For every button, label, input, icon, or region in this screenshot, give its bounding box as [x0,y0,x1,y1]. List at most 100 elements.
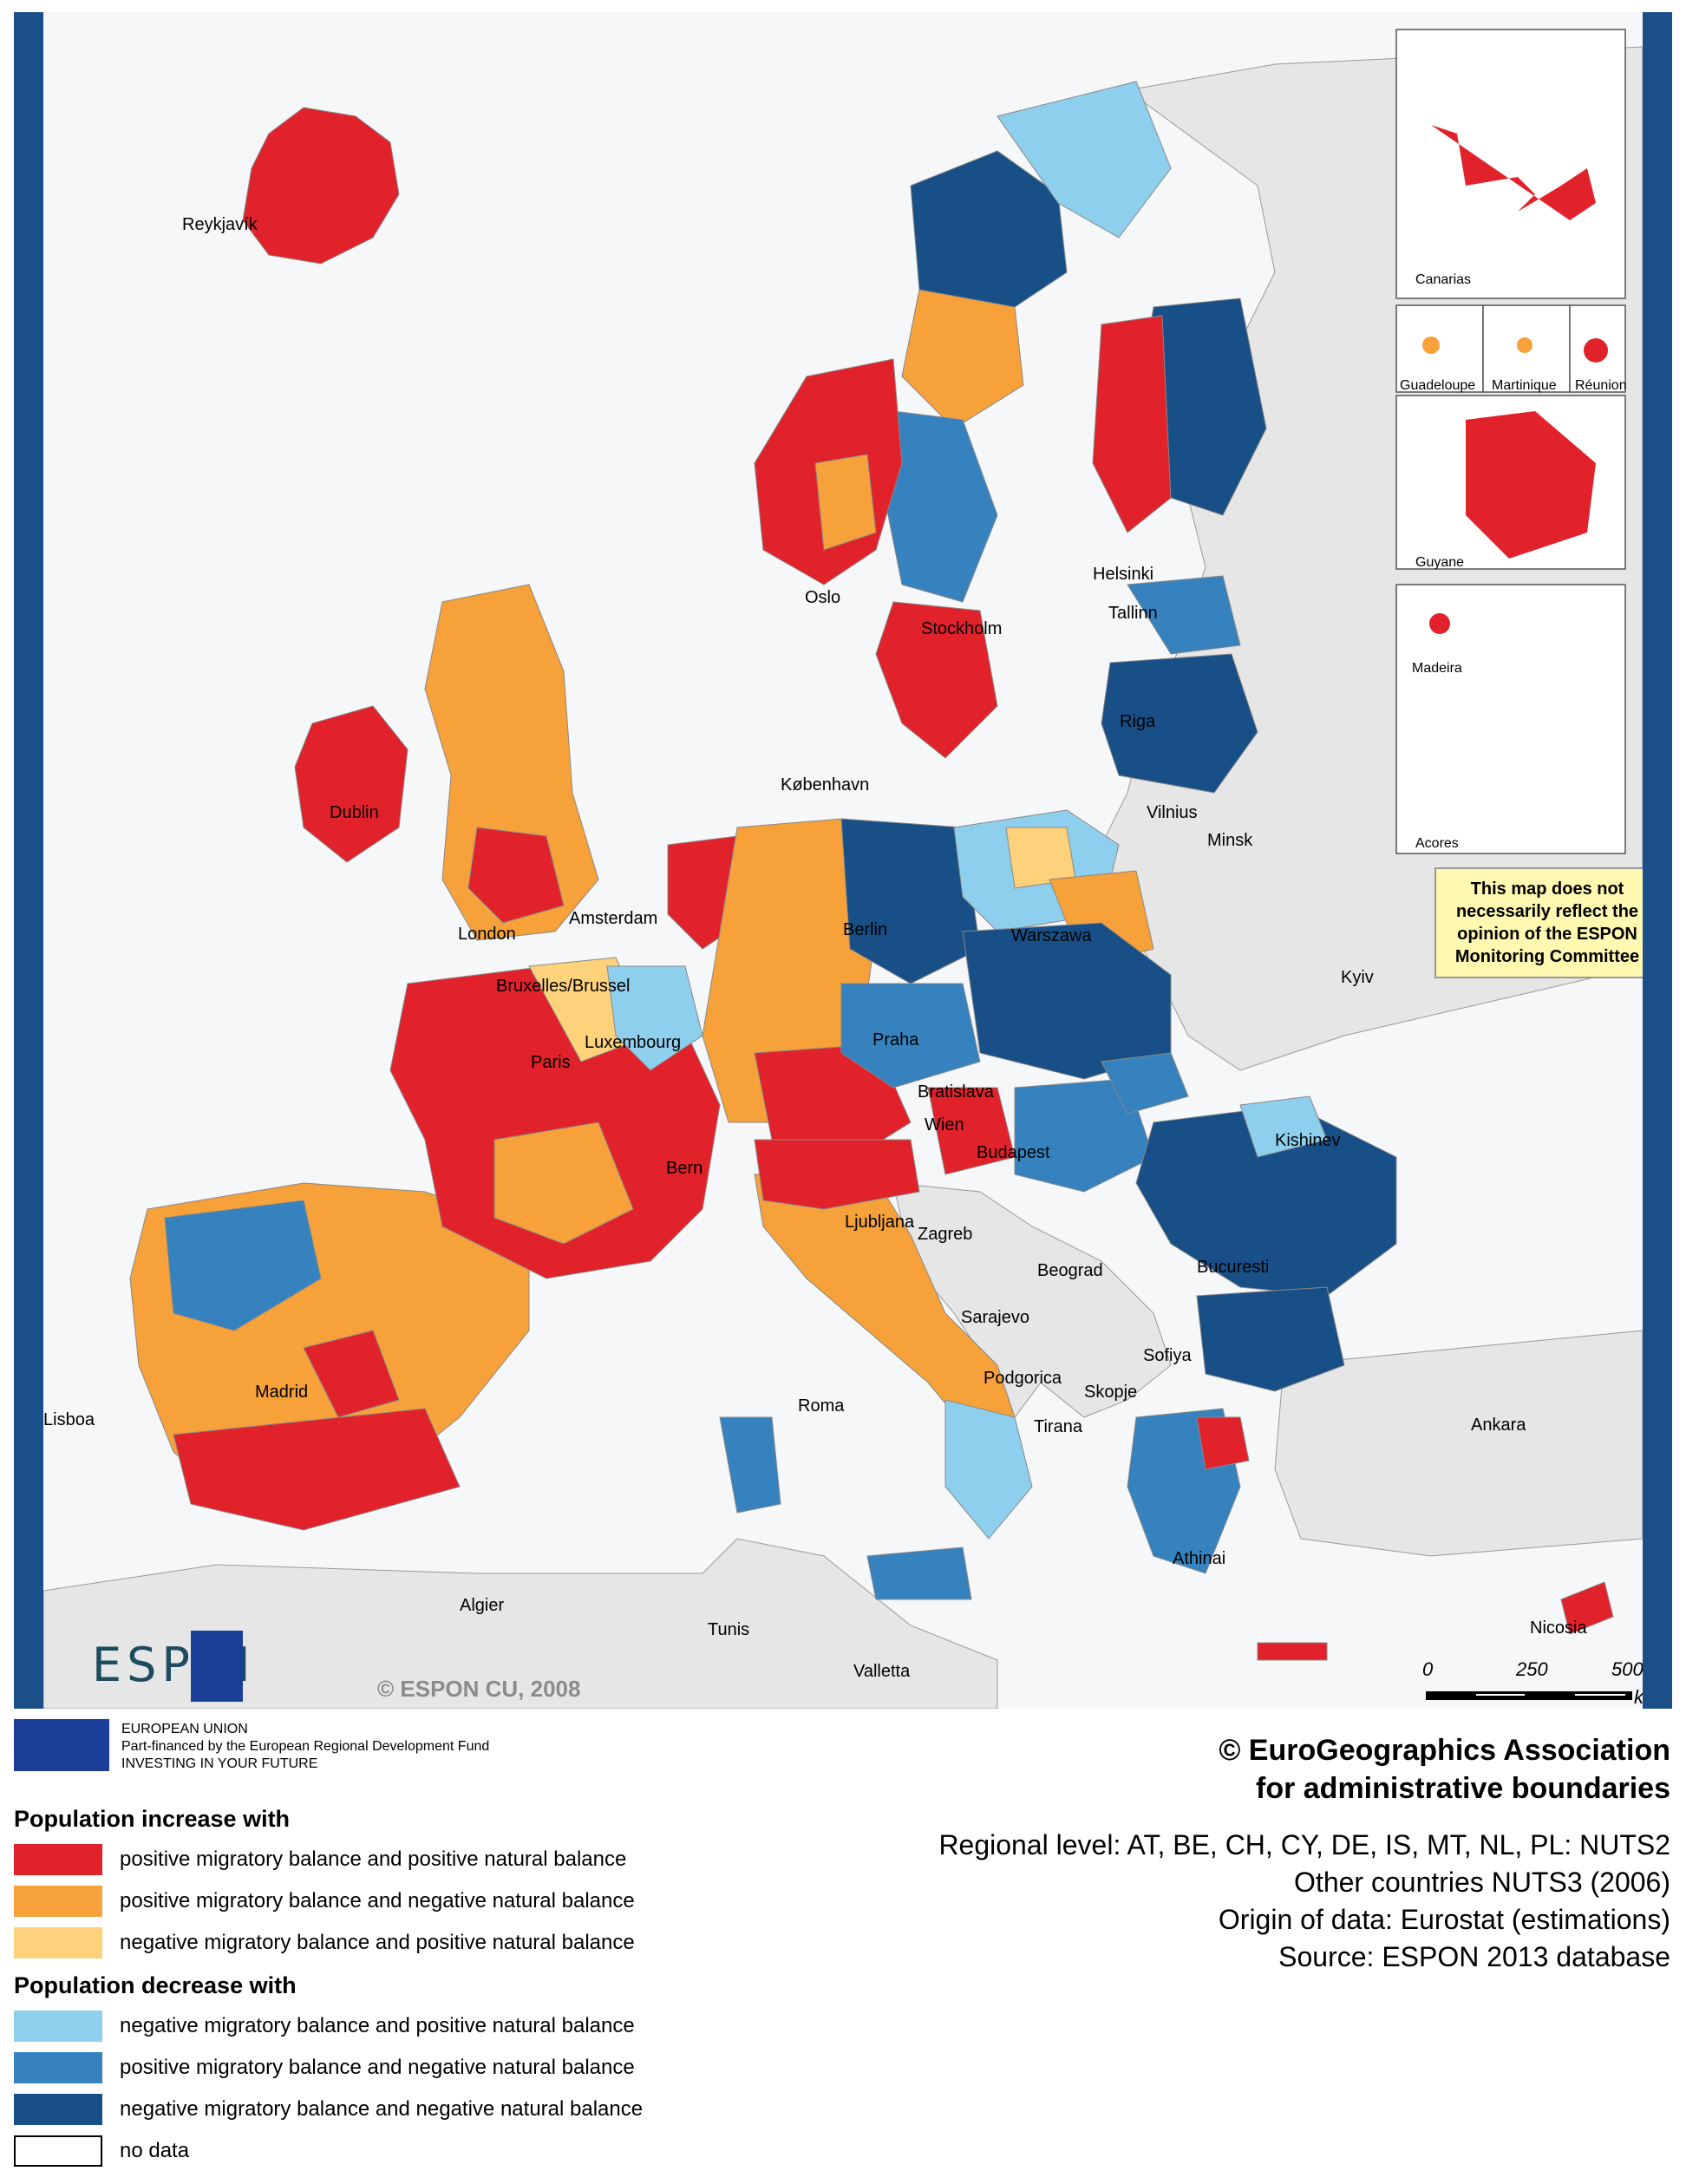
city-label: Podgorica [984,1369,1062,1388]
city-label: Algier [460,1596,505,1615]
greece [1127,1408,1614,1661]
scale-label: 0 [1422,1658,1434,1680]
legend-swatch [14,1886,102,1917]
scale-unit: km [1634,1686,1643,1708]
city-label: Kishinev [1275,1131,1341,1150]
scale-bar-white-segment [1575,1694,1625,1696]
legend-label: positive migratory balance and negative … [120,2056,635,2079]
city-label: Budapest [977,1143,1050,1162]
city-label: Athinai [1173,1549,1226,1568]
copyright-line: © EuroGeographics Association [1219,1734,1670,1767]
legend-swatch [14,2094,102,2125]
city-label: Sarajevo [961,1308,1029,1327]
city-label: Kyiv [1341,968,1374,987]
city-label: Nicosia [1530,1618,1587,1638]
legend-swatch [14,2135,102,2167]
meta-line: Regional level: AT, BE, CH, CY, DE, IS, … [938,1829,1670,1860]
city-label: Sofiya [1143,1346,1192,1365]
legend-heading-increase: Population increase with [14,1806,291,1832]
inset-guadeloupe [1395,304,1484,393]
scale-bar-line [1426,1691,1632,1700]
legend-swatch [14,2052,102,2083]
city-label: Madrid [255,1383,309,1402]
city-label: Valletta [853,1662,911,1681]
city-label: Lisboa [43,1410,95,1429]
copyright-line: for administrative boundaries [1256,1772,1670,1805]
inset-guyane-region [1466,411,1596,559]
meta-line: Source: ESPON 2013 database [1278,1941,1670,1972]
iceland [242,107,400,265]
espon-flag-icon [191,1631,243,1702]
disclaimer-box: This map does not necessarily reflect th… [1434,867,1643,978]
british-isles [294,584,599,941]
city-label: København [781,775,870,794]
inset-label-canarias: Canarias [1415,272,1472,287]
central-europe [840,983,1189,1193]
inset-label-guadeloupe: Guadeloupe [1400,378,1476,393]
disclaimer-text: This map does not necessarily reflect th… [1454,879,1640,966]
city-label: Amsterdam [569,909,658,928]
city-label: Roma [798,1396,845,1416]
scale-label: 250 [1516,1658,1548,1680]
city-label: Helsinki [1093,565,1154,584]
inset-guadeloupe-island [1422,337,1440,354]
legend-swatch [14,2011,102,2042]
inset-reunion-island [1584,338,1608,363]
turkey-land [1274,1330,1643,1557]
meta-line: Other countries NUTS3 (2006) [1294,1867,1670,1898]
city-label: Luxembourg [585,1033,682,1052]
city-label: Riga [1120,712,1156,731]
city-label: Tallinn [1108,604,1158,623]
city-label: Skopje [1084,1383,1138,1402]
inset-label-acores: Acores [1415,836,1459,851]
poland [953,809,1172,1080]
inset-martinique-island [1517,337,1532,353]
inset-label-martinique: Martinique [1492,378,1557,393]
city-label: Tunis [708,1620,750,1639]
city-label: London [458,925,516,944]
city-label: Bern [666,1159,703,1178]
scale-label: 500 [1611,1658,1643,1680]
city-label: Stockholm [921,619,1003,638]
city-label: Vilnius [1147,803,1198,822]
city-label: Praha [872,1030,919,1049]
espon-copyright: © ESPON CU, 2008 [377,1676,581,1702]
inset-label-guyane: Guyane [1415,555,1465,570]
city-label: Beograd [1037,1261,1103,1280]
legend-label: negative migratory balance and positive … [120,2014,635,2037]
city-label: Bucuresti [1197,1258,1270,1277]
inset-regions-orange [1422,337,1532,354]
scale-bar: 0 250 500 km [1422,1658,1643,1709]
eu-flag-icon [14,1719,109,1771]
city-label: Minsk [1207,831,1253,850]
europe-map [43,29,1643,1709]
inset-regions [1429,125,1608,634]
romania-bulgaria [1135,1095,1397,1392]
baltics [1101,575,1258,794]
eurogeographics-copyright: © EuroGeographics Association for admini… [1219,1731,1670,1808]
city-label: Tirana [1034,1417,1082,1436]
meta-line: Origin of data: Eurostat (estimations) [1218,1904,1670,1935]
legend-label: no data [120,2139,190,2162]
legend-swatch [14,1927,102,1958]
inset-canarias [1395,29,1626,299]
city-label: Paris [531,1053,571,1072]
city-label: Warszawa [1011,926,1092,945]
scandinavia [754,81,1267,759]
eu-text-line: EUROPEAN UNION [121,1722,248,1736]
city-label: Ljubljana [845,1213,915,1232]
inset-canarias-islands [1431,125,1596,220]
map-metadata: Regional level: AT, BE, CH, CY, DE, IS, … [938,1827,1670,1976]
eu-funding-text: EUROPEAN UNION Part-financed by the Euro… [121,1721,489,1773]
city-label: Zagreb [918,1225,973,1244]
map-frame: Reykjavík Helsinki Tallinn Oslo Stockhol… [14,12,1672,1709]
inset-madeira-island [1429,613,1450,634]
scale-bar-white-segment [1476,1694,1525,1696]
inset-label-reunion: Réunion [1575,378,1627,393]
inset-label-madeira: Madeira [1412,661,1462,676]
benelux-germany [606,818,981,1167]
map-canvas[interactable]: Reykjavík Helsinki Tallinn Oslo Stockhol… [43,12,1643,1709]
italy [719,1139,1033,1600]
iberia [129,1182,530,1531]
legend-heading-decrease: Population decrease with [14,1972,297,1998]
